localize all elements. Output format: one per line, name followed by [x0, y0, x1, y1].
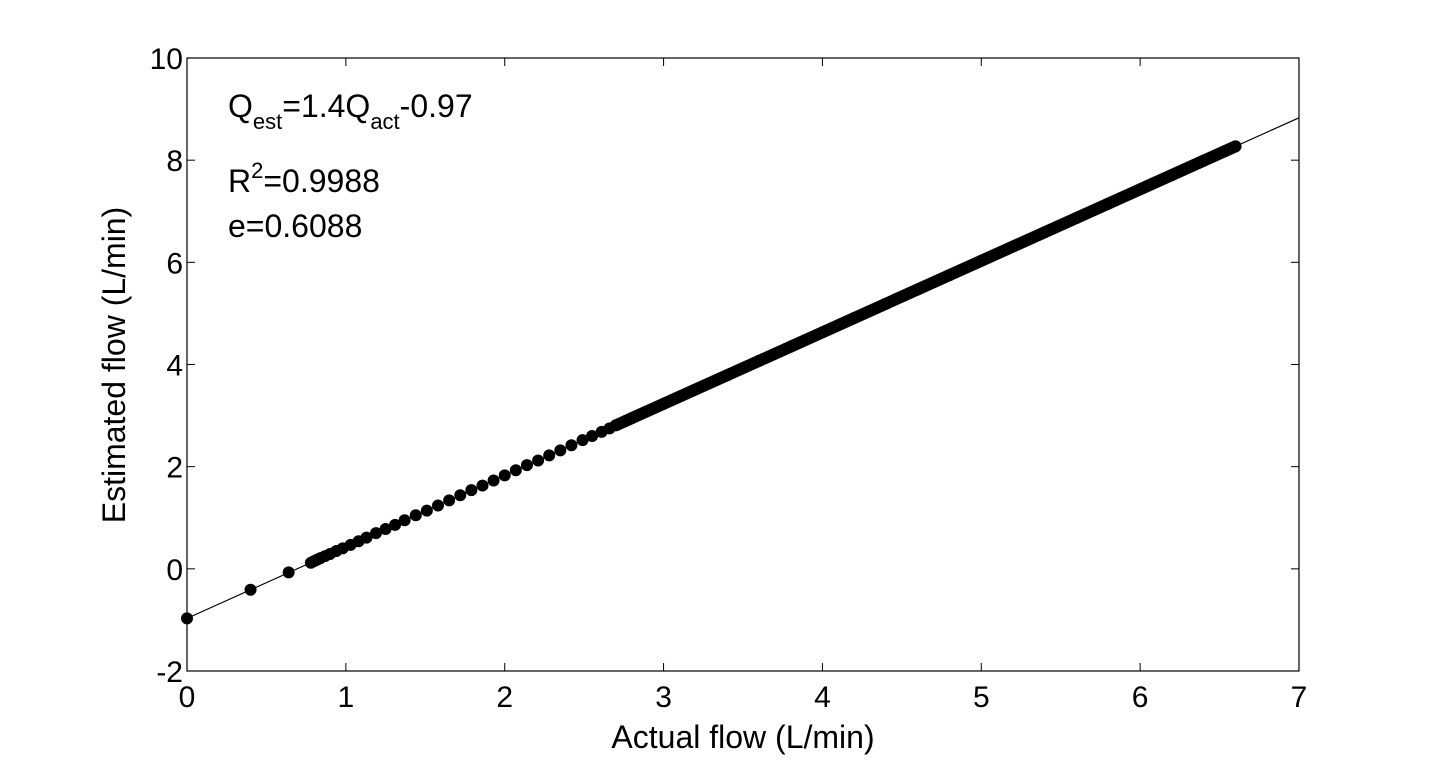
- y-tick-label: 4: [166, 350, 183, 383]
- data-point: [498, 469, 511, 482]
- data-point: [520, 459, 533, 472]
- data-point: [1197, 154, 1210, 167]
- x-tick-label: 5: [973, 681, 990, 714]
- data-point: [370, 527, 383, 540]
- data-point: [282, 566, 295, 579]
- error-annotation: e=0.6088: [228, 208, 362, 244]
- data-point: [721, 369, 734, 382]
- y-tick-label: 0: [166, 554, 183, 587]
- data-point: [1038, 226, 1051, 239]
- data-point: [389, 518, 402, 531]
- data-point: [431, 499, 444, 512]
- data-point: [476, 479, 489, 492]
- x-tick-label: 2: [496, 681, 513, 714]
- data-points: [181, 140, 1242, 625]
- dense-points-band: [609, 140, 1242, 432]
- data-point: [879, 297, 892, 310]
- data-point: [379, 522, 392, 535]
- y-axis-ticks: -2 0 2 4 6 8 10: [150, 43, 1299, 689]
- data-point: [657, 397, 670, 410]
- data-point: [975, 254, 988, 267]
- x-tick-label: 4: [814, 681, 831, 714]
- data-point: [1070, 211, 1083, 224]
- data-point: [816, 326, 829, 339]
- data-point: [532, 454, 545, 467]
- x-tick-label: 0: [179, 681, 196, 714]
- data-point: [360, 531, 373, 544]
- data-point: [465, 484, 478, 497]
- y-tick-label: 8: [166, 145, 183, 178]
- x-tick-label: 6: [1132, 681, 1149, 714]
- data-point: [398, 514, 411, 527]
- data-point: [509, 464, 522, 477]
- y-tick-label: 10: [150, 43, 183, 76]
- data-point: [586, 430, 599, 443]
- data-point: [1007, 240, 1020, 253]
- x-axis-ticks: 0 1 2 3 4 5 6 7: [179, 58, 1308, 714]
- data-point: [487, 474, 500, 487]
- data-point: [1102, 197, 1115, 210]
- data-point: [848, 312, 861, 325]
- data-point: [420, 504, 433, 517]
- data-point: [543, 449, 556, 462]
- x-axis-title: Actual flow (L/min): [611, 719, 874, 755]
- y-tick-label: -2: [156, 656, 183, 689]
- y-tick-label: 6: [166, 247, 183, 280]
- data-point: [181, 612, 193, 625]
- x-tick-label: 7: [1291, 681, 1308, 714]
- data-point: [565, 439, 578, 452]
- data-point: [1165, 168, 1178, 181]
- data-point: [1229, 140, 1242, 153]
- data-point: [609, 419, 622, 432]
- data-point: [443, 494, 456, 507]
- data-point: [244, 583, 257, 596]
- data-point: [689, 383, 702, 396]
- x-tick-label: 3: [655, 681, 672, 714]
- data-point: [784, 340, 797, 353]
- equation-annotation: Qest=1.4Qact-0.97: [228, 88, 473, 134]
- data-point: [576, 434, 589, 447]
- data-point: [554, 444, 567, 457]
- data-point: [454, 489, 467, 502]
- y-tick-label: 2: [166, 452, 183, 485]
- data-point: [911, 283, 924, 296]
- data-point: [625, 412, 638, 425]
- data-point: [409, 509, 422, 522]
- x-tick-label: 1: [338, 681, 355, 714]
- data-point: [1134, 183, 1147, 196]
- r-squared-annotation: R2=0.9988: [228, 158, 380, 199]
- y-axis-title: Estimated flow (L/min): [96, 207, 132, 524]
- data-point: [752, 354, 765, 367]
- data-point: [943, 269, 956, 282]
